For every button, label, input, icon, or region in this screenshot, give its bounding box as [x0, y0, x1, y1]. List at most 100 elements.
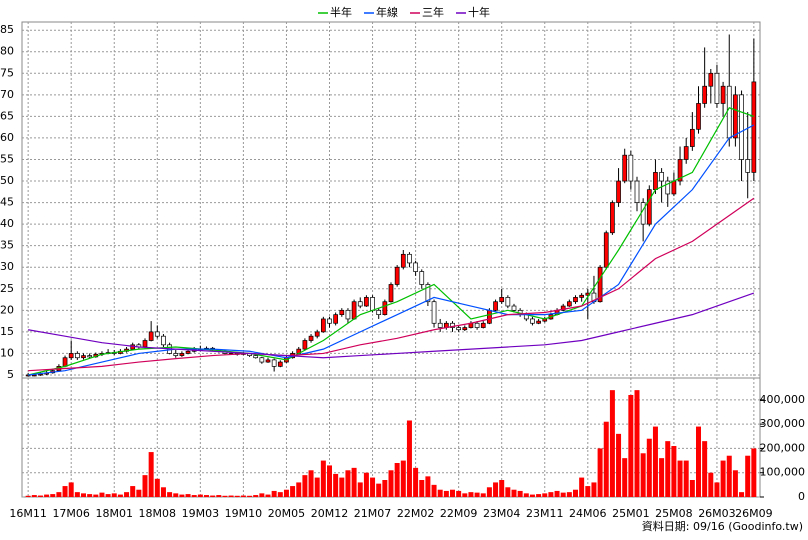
volume-bar [486, 487, 492, 497]
candle-body [530, 318, 535, 324]
volume-bar [659, 458, 665, 497]
volume-bar [259, 493, 265, 497]
volume-bar [62, 486, 68, 497]
candle-body [62, 357, 68, 367]
volume-bar [480, 493, 486, 497]
volume-bar [124, 492, 130, 497]
volume-bar [468, 492, 474, 497]
y-tick-label: 85 [0, 23, 14, 36]
volume-bar [197, 494, 203, 497]
volume-bar [228, 495, 234, 497]
candle-body [499, 297, 505, 303]
volume-bar [443, 490, 449, 497]
volume-bar [357, 482, 363, 497]
candle-body [31, 374, 37, 377]
candle-body [603, 232, 609, 268]
candle-body [566, 301, 572, 307]
x-tick-label: 17M06 [52, 507, 90, 520]
volume-bar [511, 489, 517, 497]
volume-bar [99, 492, 105, 497]
volume-bar [277, 492, 283, 497]
candle-body [733, 94, 738, 139]
candle-body [474, 322, 480, 328]
y-tick-label: 65 [0, 109, 14, 122]
candle-body [683, 146, 689, 160]
ma-line [28, 107, 755, 376]
volume-bar [370, 477, 376, 497]
candle-body [400, 253, 406, 268]
volume-bar [720, 460, 726, 497]
candle-body [314, 331, 320, 337]
volume-bar [345, 470, 351, 497]
volume-bar [591, 482, 597, 497]
volume-bar [210, 495, 216, 497]
volume-bar [634, 390, 640, 497]
candle-body [597, 266, 603, 303]
footer: 資料日期: 09/16 (Goodinfo.tw) [642, 519, 803, 533]
candle-body [277, 361, 283, 367]
candle-body [351, 301, 357, 320]
y-tick-label: 80 [0, 45, 14, 58]
x-tick-label: 23M11 [526, 507, 564, 520]
candle-body [413, 262, 418, 272]
y-tick-label: 20 [0, 303, 14, 316]
candle-body [179, 353, 185, 356]
ma-line [28, 292, 755, 359]
volume-bar [523, 493, 529, 497]
volume-bar [652, 426, 658, 497]
volume-bar [474, 492, 480, 497]
legend-label: 年線 [376, 5, 398, 19]
volume-bar [290, 486, 296, 497]
volume-bar [130, 486, 136, 497]
volume-bar [628, 395, 634, 497]
volume-bar [517, 490, 523, 497]
volume-bar [44, 494, 50, 497]
y-tick-label: 55 [0, 152, 14, 165]
candle-body [616, 180, 621, 203]
volume-bar [105, 494, 111, 497]
volume-bar [689, 480, 695, 497]
y-tick-label: 50 [0, 174, 14, 187]
volume-bar [388, 470, 394, 497]
x-tick-label: 16M11 [9, 507, 47, 520]
candle-body [462, 327, 468, 331]
volume-bar [573, 489, 578, 497]
ma-line [28, 124, 755, 376]
candle-body [751, 81, 757, 173]
candle-body [253, 355, 259, 359]
volume-bar [437, 489, 443, 497]
volume-bar [253, 495, 259, 497]
volume-bar [548, 492, 554, 497]
legend-label: 三年 [422, 5, 444, 19]
candle-body [388, 284, 394, 303]
candle-body [689, 128, 695, 147]
volume-bar [382, 480, 388, 497]
volume-bar [739, 492, 745, 497]
x-tick-label: 26M09 [735, 507, 773, 520]
volume-bar [234, 495, 240, 497]
y-tick-label: 35 [0, 239, 14, 252]
candle-body [505, 297, 511, 307]
volume-bar [603, 421, 609, 497]
volume-bar [609, 390, 615, 497]
candle-body [185, 350, 191, 354]
candle-body [622, 154, 628, 182]
candle-body [68, 353, 74, 359]
candle-body [450, 322, 455, 328]
x-tick-label: 26M03 [698, 507, 736, 520]
candle-body [357, 301, 363, 307]
candle-body [259, 357, 265, 363]
volume-bar [566, 492, 572, 497]
candle-body [456, 327, 461, 331]
y-tick-label: 5 [7, 368, 14, 381]
x-tick-label: 25M01 [612, 507, 650, 520]
candle-body [148, 331, 154, 341]
candle-body [714, 72, 720, 104]
volume-bar [173, 493, 179, 497]
volume-bar [400, 460, 406, 497]
volume-bar [671, 446, 677, 497]
volume-bar [579, 477, 585, 497]
y2-tick-label: 200,000 [760, 441, 806, 454]
volume-bar [93, 494, 99, 497]
ma-line [28, 197, 755, 372]
